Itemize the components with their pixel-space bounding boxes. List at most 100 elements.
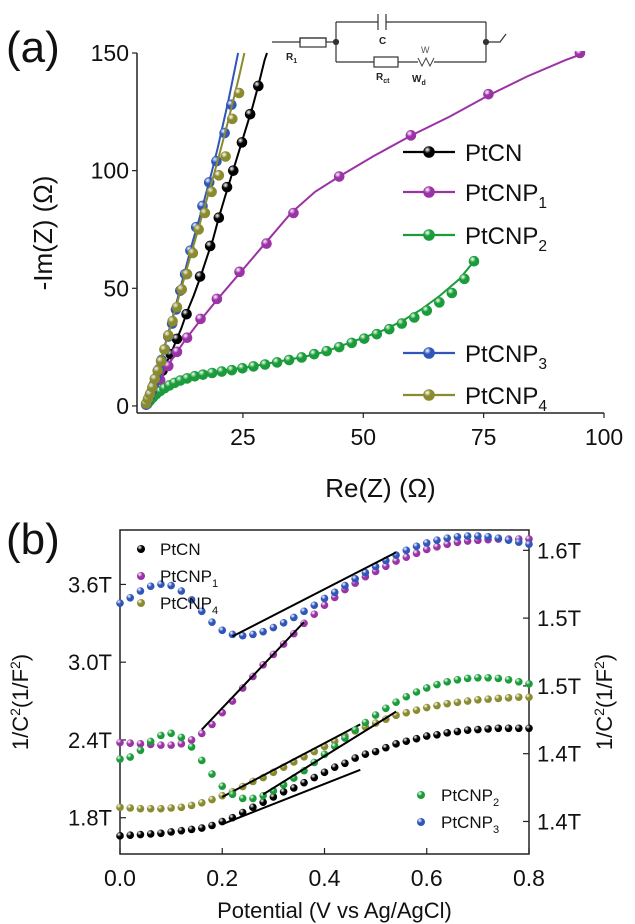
legend-swatch-marker — [423, 389, 435, 401]
series-ptcn — [116, 724, 533, 840]
series-ptcnp3 — [116, 532, 533, 640]
data-point — [422, 545, 431, 554]
data-point — [351, 575, 359, 583]
data-point — [199, 207, 211, 219]
data-point — [259, 627, 267, 636]
a-y-tick-label: 0 — [116, 393, 129, 419]
data-point — [434, 297, 445, 308]
data-point — [136, 830, 145, 839]
data-point — [233, 87, 245, 99]
data-point — [371, 747, 380, 756]
data-point — [157, 731, 165, 740]
legend-item-ptcn: PtCN — [403, 140, 522, 167]
legend-label: PtCNP1 — [465, 180, 547, 212]
data-point — [136, 804, 145, 813]
data-point — [494, 674, 503, 683]
data-point — [484, 695, 492, 703]
data-point — [308, 348, 320, 360]
data-point — [213, 170, 225, 181]
data-point — [279, 619, 288, 627]
legend-item-ptcnp2: PtCNP2 — [417, 786, 499, 809]
data-point — [146, 737, 155, 746]
data-point — [494, 724, 503, 733]
b-right-tick-label: 1.4T — [537, 809, 581, 834]
data-point — [194, 271, 206, 282]
data-point — [237, 362, 248, 374]
data-point — [463, 697, 472, 705]
data-point — [310, 773, 319, 782]
data-point — [405, 130, 417, 141]
data-point — [218, 791, 227, 800]
legend-label: PtCNP3 — [465, 341, 547, 373]
data-point — [116, 755, 124, 763]
data-point — [346, 337, 358, 349]
b-left-tick-label: 1.8T — [68, 806, 112, 831]
data-point — [162, 330, 174, 341]
data-point — [525, 693, 533, 701]
data-point — [221, 181, 233, 193]
data-point — [176, 284, 188, 295]
data-point — [383, 323, 395, 335]
b-right-tick-label: 1.6T — [537, 538, 581, 563]
data-point — [412, 706, 421, 714]
data-point — [167, 581, 175, 590]
b-x-tick-label: 0.8 — [513, 865, 545, 891]
data-point — [321, 345, 332, 357]
data-point — [474, 673, 482, 682]
data-point — [116, 738, 124, 747]
a-y-axis-label: -Im(Z) (Ω) — [28, 176, 58, 291]
data-point — [213, 212, 225, 224]
data-point — [310, 610, 319, 619]
panel-a-label: (a) — [6, 23, 60, 72]
linear-fit-line — [221, 768, 361, 826]
data-point — [249, 803, 257, 812]
b-right-tick-label: 1.5T — [537, 606, 581, 631]
data-point — [116, 599, 124, 608]
a-x-tick-label: 50 — [350, 424, 376, 450]
data-point — [220, 151, 231, 162]
legend-marker — [137, 545, 145, 553]
data-point — [382, 743, 390, 752]
data-point — [474, 532, 482, 540]
a-x-tick-label: 75 — [471, 424, 497, 450]
series-ptcnp4 — [140, 52, 246, 409]
data-point — [361, 750, 370, 759]
panel-a-series — [140, 51, 586, 411]
data-point — [146, 804, 155, 813]
panel-b-axes: 0.0 0.2 0.4 0.6 0.8 1.8T 2.4T 3.0T 3.6T 1.4T 1.4T 1… — [7, 529, 617, 923]
data-point — [468, 255, 480, 267]
legend-item-ptcnp4: PtCNP4 — [137, 594, 218, 617]
data-point — [320, 601, 329, 609]
data-point — [484, 725, 492, 733]
data-point — [525, 724, 533, 733]
data-point — [193, 224, 204, 235]
legend-label: PtCNP3 — [441, 813, 499, 836]
data-point — [126, 739, 135, 747]
data-point — [459, 273, 470, 285]
data-point — [238, 794, 247, 803]
data-point — [226, 364, 238, 376]
data-point — [484, 673, 492, 682]
data-point — [290, 613, 298, 622]
legend-label: PtCN — [160, 540, 201, 559]
data-point — [271, 357, 283, 368]
data-point — [300, 778, 308, 787]
data-point — [244, 108, 256, 120]
data-point — [514, 724, 523, 733]
data-point — [371, 711, 380, 719]
data-point — [300, 607, 308, 616]
legend-label: PtCNP1 — [160, 567, 218, 590]
panel-b-legend: PtCN PtCNP1 PtCNP4 PtCNP2 PtCNP3 — [137, 540, 499, 836]
data-point — [296, 352, 307, 363]
data-point — [269, 623, 278, 632]
data-point — [238, 684, 247, 692]
data-point — [525, 680, 533, 688]
data-point — [157, 580, 165, 589]
data-point — [187, 596, 196, 604]
data-point — [259, 359, 271, 370]
b-x-tick-label: 0.2 — [206, 865, 238, 891]
equivalent-circuit-diagram — [272, 14, 507, 68]
data-point — [514, 538, 523, 547]
data-point — [463, 726, 472, 735]
data-point — [187, 825, 196, 834]
